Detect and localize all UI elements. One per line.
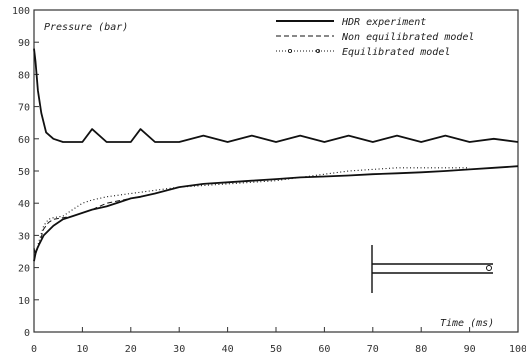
y-tick-label: 10 [18, 296, 30, 307]
x-tick-label: 10 [76, 344, 88, 355]
series-line-hdr-experiment-0 [33, 48, 519, 143]
legend-label-equilibrated: Equilibrated model [342, 47, 450, 58]
x-tick-label: 0 [31, 344, 37, 355]
y-tick-label: 20 [18, 264, 30, 275]
x-tick-label: 90 [464, 344, 476, 355]
x-tick-label: 40 [222, 344, 234, 355]
pipe-schematic-sensor [486, 265, 492, 271]
y-tick-label: 0 [24, 328, 30, 339]
x-axis-label: Time (ms) [440, 318, 494, 329]
series-line-equilibrated-model-3 [33, 167, 470, 256]
series-line-non-equilibrated-model-2 [33, 165, 519, 256]
y-tick-label: 30 [18, 231, 30, 242]
x-tick-label: 70 [367, 344, 379, 355]
x-tick-label: 30 [173, 344, 185, 355]
legend-label-hdr: HDR experiment [341, 17, 426, 28]
y-tick-label: 70 [18, 103, 30, 114]
legend: HDR experiment Non equilibrated model Eq… [276, 17, 474, 58]
x-tick-label: 20 [125, 344, 137, 355]
y-tick-label: 50 [18, 167, 30, 178]
x-tick-label: 100 [509, 344, 526, 355]
series-layer [33, 48, 519, 262]
legend-marker-equilibrated [315, 49, 320, 54]
y-tick-label: 100 [12, 6, 30, 17]
series-line-hdr-experiment-1 [33, 165, 519, 262]
x-axis-ticks: 0 10 20 30 40 50 60 70 80 90 100 [31, 327, 526, 355]
y-tick-label: 60 [18, 135, 30, 146]
y-axis-label: Pressure (bar) [44, 22, 128, 33]
y-tick-label: 80 [18, 70, 30, 81]
legend-label-non-equilibrated: Non equilibrated model [341, 32, 474, 43]
y-tick-label: 90 [18, 38, 30, 49]
x-tick-label: 60 [318, 344, 330, 355]
x-tick-label: 80 [415, 344, 427, 355]
x-tick-label: 50 [270, 344, 282, 355]
legend-marker-equilibrated [287, 49, 292, 54]
y-tick-label: 40 [18, 199, 30, 210]
pipe-schematic [371, 245, 493, 293]
